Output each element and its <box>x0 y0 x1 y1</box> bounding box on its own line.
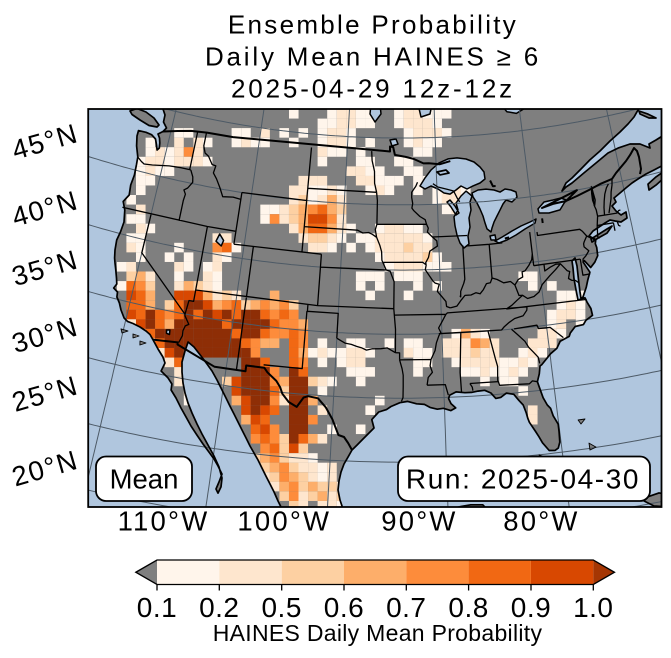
svg-text:Daily Mean HAINES ≥ 6: Daily Mean HAINES ≥ 6 <box>205 42 541 72</box>
svg-text:80°W: 80°W <box>503 506 579 537</box>
svg-text:0.6: 0.6 <box>324 592 364 623</box>
svg-text:100°W: 100°W <box>237 506 331 537</box>
svg-text:0.2: 0.2 <box>199 592 239 623</box>
svg-text:Ensemble Probability: Ensemble Probability <box>228 10 518 40</box>
svg-text:0.5: 0.5 <box>261 592 301 623</box>
svg-text:HAINES Daily Mean Probability: HAINES Daily Mean Probability <box>213 620 543 646</box>
svg-text:90°W: 90°W <box>381 506 457 537</box>
svg-text:0.1: 0.1 <box>137 592 177 623</box>
svg-text:1.0: 1.0 <box>573 592 613 623</box>
svg-text:Run: 2025-04-30: Run: 2025-04-30 <box>406 464 640 495</box>
svg-text:2025-04-29 12z-12z: 2025-04-29 12z-12z <box>231 74 515 104</box>
svg-text:0.7: 0.7 <box>386 592 426 623</box>
svg-text:Mean: Mean <box>110 464 179 495</box>
svg-text:110°W: 110°W <box>118 506 210 537</box>
svg-text:0.9: 0.9 <box>511 592 551 623</box>
svg-text:0.8: 0.8 <box>448 592 488 623</box>
